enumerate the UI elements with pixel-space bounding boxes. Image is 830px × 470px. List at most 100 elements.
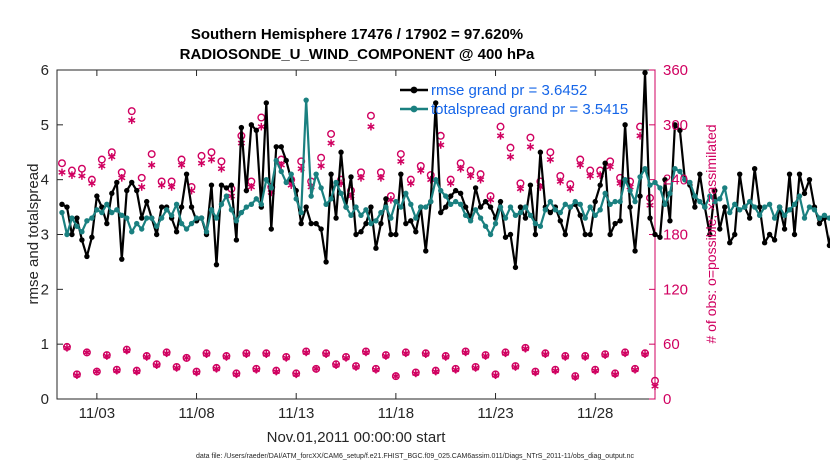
- rmse-point: [522, 215, 529, 221]
- assimilated-obs-marker: [422, 350, 430, 359]
- rmse-point: [303, 204, 309, 210]
- assimilated-obs-marker: [58, 168, 66, 177]
- spread-point: [821, 212, 828, 219]
- spread-point: [622, 176, 628, 183]
- rmse-point: [582, 231, 588, 238]
- assimilated-obs-marker: [581, 353, 589, 361]
- rmse-point: [677, 127, 683, 134]
- spread-point: [722, 185, 728, 191]
- y-left-tick-label: 5: [41, 117, 49, 134]
- assimilated-obs-marker: [357, 174, 365, 182]
- rmse-point: [657, 234, 663, 240]
- rmse-point: [732, 231, 738, 238]
- rmse-point: [462, 204, 469, 210]
- assimilated-obs-marker: [232, 370, 241, 379]
- rmse-point: [104, 220, 110, 227]
- assimilated-obs-marker: [451, 365, 460, 374]
- assimilated-obs-marker: [322, 350, 330, 359]
- spread-point: [672, 166, 678, 172]
- spread-point: [173, 201, 180, 208]
- y-axis-label-left: rmse and totalspread: [25, 164, 42, 305]
- spread-point: [193, 215, 200, 221]
- spread-point: [587, 204, 593, 210]
- assimilated-obs-marker: [342, 354, 350, 362]
- rmse-point: [368, 204, 374, 210]
- rmse-point: [283, 157, 289, 164]
- spread-point: [692, 193, 698, 199]
- rmse-point: [59, 201, 65, 208]
- spread-point: [737, 207, 743, 213]
- rmse-point: [228, 182, 235, 188]
- rmse-point: [109, 190, 115, 197]
- possible-obs-marker: [137, 173, 146, 182]
- spread-point: [94, 207, 100, 213]
- rmse-point: [94, 193, 100, 199]
- possible-obs-marker: [207, 148, 216, 157]
- assimilated-obs-marker: [372, 365, 380, 374]
- assimilated-obs-marker: [317, 162, 325, 170]
- assimilated-obs-marker: [442, 353, 450, 361]
- assimilated-obs-marker: [631, 365, 639, 374]
- rmse-point: [333, 215, 339, 221]
- spread-point: [702, 204, 708, 210]
- spread-point: [477, 215, 484, 221]
- assimilated-obs-marker: [402, 349, 410, 358]
- y-axis-label-right: # of obs: o=possible; ×=assimilated: [703, 124, 719, 343]
- rmse-point: [378, 220, 384, 227]
- spread-point: [213, 215, 220, 221]
- spread-point: [64, 231, 70, 238]
- assimilated-obs-marker: [397, 157, 405, 166]
- possible-obs-marker: [197, 151, 206, 160]
- rmse-point: [692, 204, 698, 210]
- spread-point: [333, 179, 339, 186]
- spread-point: [383, 204, 389, 210]
- rmse-point: [348, 174, 354, 180]
- rmse-point: [208, 182, 215, 188]
- possible-obs-marker: [147, 150, 156, 159]
- spread-point: [443, 193, 449, 199]
- assimilated-obs-marker: [471, 364, 480, 372]
- y-left-tick-label: 6: [41, 62, 49, 79]
- rmse-point: [617, 218, 623, 224]
- y-left-tick-label: 1: [41, 336, 49, 353]
- rmse-point: [557, 218, 564, 224]
- spread-point: [527, 212, 534, 219]
- assimilated-obs-marker: [78, 172, 86, 180]
- rmse-point: [363, 220, 369, 227]
- assimilated-obs-marker: [217, 164, 226, 173]
- spread-point: [801, 215, 808, 221]
- spread-point: [258, 201, 265, 208]
- spread-point: [263, 176, 269, 183]
- rmse-point: [263, 100, 269, 106]
- assimilated-obs-marker: [222, 353, 231, 361]
- spread-point: [418, 204, 424, 210]
- spread-point: [228, 207, 235, 213]
- assimilated-obs-marker: [157, 181, 166, 189]
- possible-obs-marker: [506, 143, 515, 152]
- x-tick-label: 11/18: [378, 405, 414, 422]
- assimilated-obs-marker: [521, 344, 530, 353]
- spread-point: [791, 201, 798, 208]
- spread-point: [712, 198, 718, 205]
- rmse-point: [69, 231, 75, 238]
- assimilated-obs-marker: [272, 367, 280, 376]
- spread-point: [373, 218, 379, 224]
- rmse-point: [273, 144, 279, 150]
- spread-point: [188, 220, 195, 227]
- spread-point: [727, 209, 733, 216]
- assimilated-obs-marker: [162, 349, 171, 358]
- possible-obs-marker: [327, 129, 336, 138]
- spread-point: [632, 198, 638, 205]
- spread-point: [657, 185, 663, 191]
- assimilated-obs-marker: [621, 349, 629, 358]
- spread-point: [139, 226, 145, 232]
- assimilated-obs-marker: [247, 183, 256, 191]
- spread-point: [462, 212, 469, 219]
- rmse-point: [497, 198, 504, 205]
- x-axis-label: Nov.01,2011 00:00:00 start: [267, 429, 447, 446]
- spread-point: [248, 201, 255, 208]
- assimilated-obs-marker: [496, 132, 505, 140]
- possible-obs-marker: [496, 122, 505, 131]
- assimilated-obs-marker: [476, 175, 485, 184]
- spread-point: [343, 204, 349, 210]
